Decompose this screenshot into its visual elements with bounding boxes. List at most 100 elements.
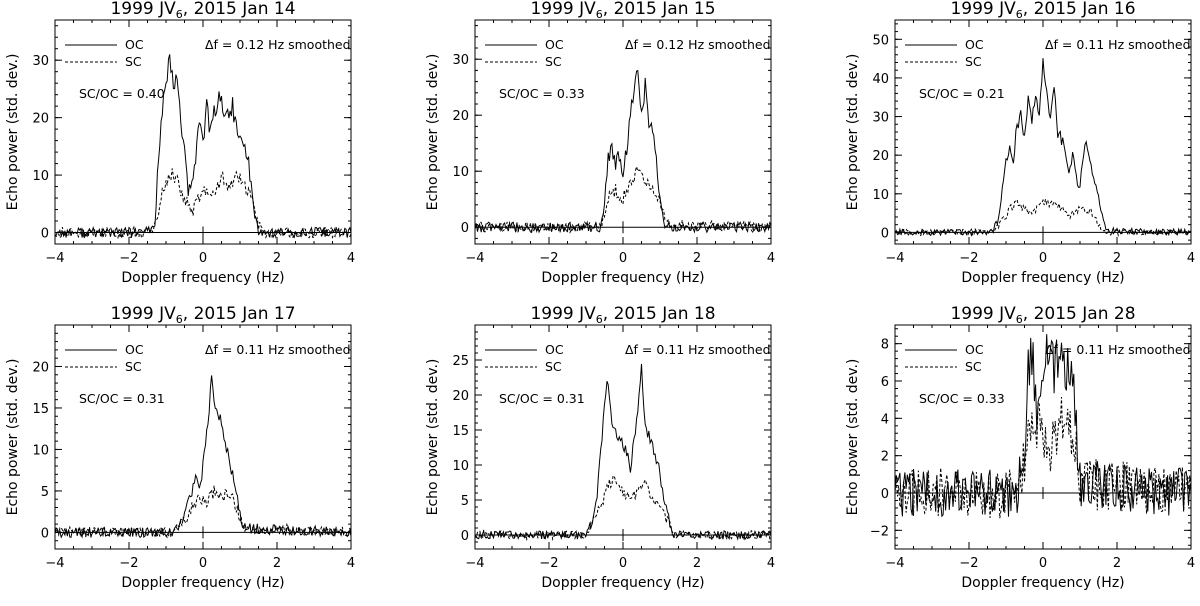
x-tick-label: −2	[959, 251, 978, 266]
title-date: , 2015 Jan 28	[1023, 304, 1136, 324]
y-tick-label: 2	[881, 450, 889, 465]
x-tick-label: 4	[767, 251, 775, 266]
x-tick-label: 0	[199, 251, 207, 266]
title-subscript: 6	[596, 8, 603, 21]
legend-label-sc: SC	[125, 54, 142, 69]
x-tick-label: −4	[465, 556, 484, 571]
y-tick-label: 0	[461, 529, 469, 544]
title-date: , 2015 Jan 15	[603, 0, 716, 19]
ratio-annotation: SC/OC = 0.31	[499, 391, 585, 406]
y-tick-label: 10	[32, 169, 49, 184]
plot-frame	[474, 19, 772, 245]
chart-title: 1999 JV6, 2015 Jan 14	[110, 0, 295, 21]
legend-label-sc: SC	[545, 359, 562, 374]
panel-3: 1999 JV6, 2015 Jan 16−4 −2 0 2 401020304050D…	[845, 0, 1195, 286]
panel-4: 1999 JV6, 2015 Jan 17 −4 −2 0 2 4 0 5 10 15 20 Dopp…	[5, 304, 355, 591]
title-subscript: 6	[1016, 313, 1023, 326]
x-axis-label: Doppler frequency (Hz)	[121, 575, 284, 591]
y-tick-label: 20	[32, 360, 49, 375]
y-axis-label: Echo power (std. dev.)	[425, 359, 441, 516]
x-tick-label: 0	[1039, 556, 1047, 571]
y-tick-label: 15	[32, 402, 49, 417]
y-tick-label: 4	[881, 412, 889, 427]
legend-label-sc: SC	[965, 359, 982, 374]
x-tick-label: 4	[347, 251, 355, 266]
x-axis-label: Doppler frequency (Hz)	[961, 270, 1124, 286]
y-tick-label: 0	[881, 226, 889, 241]
legend-label-oc: OC	[545, 37, 564, 52]
x-axis-label: Doppler frequency (Hz)	[121, 270, 284, 286]
chart-title: 1999 JV6, 2015 Jan 28	[950, 304, 1135, 326]
title-object: 1999 JV	[530, 0, 596, 19]
x-tick-label: 2	[273, 556, 281, 571]
chart-title: 1999 JV6, 2015 Jan 16	[950, 0, 1135, 21]
ratio-annotation: SC/OC = 0.33	[919, 391, 1005, 406]
plot-frame	[894, 19, 1192, 245]
x-tick-label: −4	[45, 251, 64, 266]
series-line-sc	[474, 474, 772, 542]
title-date: , 2015 Jan 14	[183, 0, 296, 19]
series-line-sc	[474, 164, 772, 234]
title-date: , 2015 Jan 17	[183, 304, 296, 324]
x-tick-label: 2	[273, 251, 281, 266]
resolution-annotation: Δf = 0.11 Hz smoothed	[625, 342, 771, 357]
series-line-sc	[894, 396, 1192, 519]
title-date: , 2015 Jan 18	[603, 304, 716, 324]
plot-frame	[474, 324, 772, 550]
y-axis-label: Echo power (std. dev.)	[5, 54, 21, 211]
x-tick-label: 0	[1039, 251, 1047, 266]
x-tick-label: −4	[45, 556, 64, 571]
y-tick-label: 20	[32, 112, 49, 127]
x-tick-label: 4	[1187, 251, 1195, 266]
resolution-annotation: Δf = 0.11 Hz smoothed	[1045, 342, 1191, 357]
series-line-oc	[894, 334, 1192, 518]
x-tick-label: −2	[539, 556, 558, 571]
y-tick-label: 20	[872, 149, 889, 164]
panel-5: 1999 JV6, 2015 Jan 18 −4 −2 0 2 4 0 5 10 15 20 25 Do…	[425, 304, 775, 591]
title-object: 1999 JV	[110, 304, 176, 324]
x-tick-label: 0	[619, 556, 627, 571]
chart-title: 1999 JV6, 2015 Jan 18	[530, 304, 715, 326]
x-tick-label: 4	[347, 556, 355, 571]
y-tick-label: 10	[32, 443, 49, 458]
title-object: 1999 JV	[110, 0, 176, 19]
x-axis-label: Doppler frequency (Hz)	[961, 575, 1124, 591]
x-tick-label: 0	[619, 251, 627, 266]
x-tick-label: 2	[1113, 556, 1121, 571]
x-tick-label: 4	[1187, 556, 1195, 571]
x-tick-label: −4	[465, 251, 484, 266]
y-axis-label: Echo power (std. dev.)	[845, 54, 861, 211]
ratio-annotation: SC/OC = 0.31	[79, 391, 165, 406]
y-tick-label: 25	[452, 354, 469, 369]
resolution-annotation: Δf = 0.11 Hz smoothed	[205, 342, 351, 357]
y-tick-label: 0	[41, 526, 49, 541]
x-tick-label: −4	[885, 556, 904, 571]
plot-frame	[54, 324, 352, 550]
y-tick-label: 10	[872, 188, 889, 203]
x-tick-label: 2	[693, 251, 701, 266]
legend-label-oc: OC	[125, 342, 144, 357]
title-object: 1999 JV	[530, 304, 596, 324]
y-tick-label: 0	[461, 221, 469, 236]
y-tick-label: 50	[872, 33, 889, 48]
series-line-oc	[54, 54, 352, 239]
y-axis-label: Echo power (std. dev.)	[845, 359, 861, 516]
y-tick-label: 10	[452, 165, 469, 180]
y-tick-label: 10	[452, 459, 469, 474]
y-tick-label: 5	[461, 494, 469, 509]
x-tick-label: −4	[885, 251, 904, 266]
y-tick-label: 6	[881, 375, 889, 390]
y-tick-label: 30	[32, 54, 49, 69]
legend-label-oc: OC	[965, 37, 984, 52]
ratio-annotation: SC/OC = 0.21	[919, 86, 1005, 101]
y-tick-label: 15	[452, 424, 469, 439]
legend-label-oc: OC	[965, 342, 984, 357]
y-tick-label: −2	[870, 524, 889, 539]
title-subscript: 6	[596, 313, 603, 326]
y-tick-label: 0	[41, 227, 49, 242]
series-line-sc	[54, 168, 352, 239]
resolution-annotation: Δf = 0.12 Hz smoothed	[205, 37, 351, 52]
x-tick-label: −2	[959, 556, 978, 571]
x-tick-label: 4	[767, 556, 775, 571]
x-tick-label: −2	[119, 251, 138, 266]
